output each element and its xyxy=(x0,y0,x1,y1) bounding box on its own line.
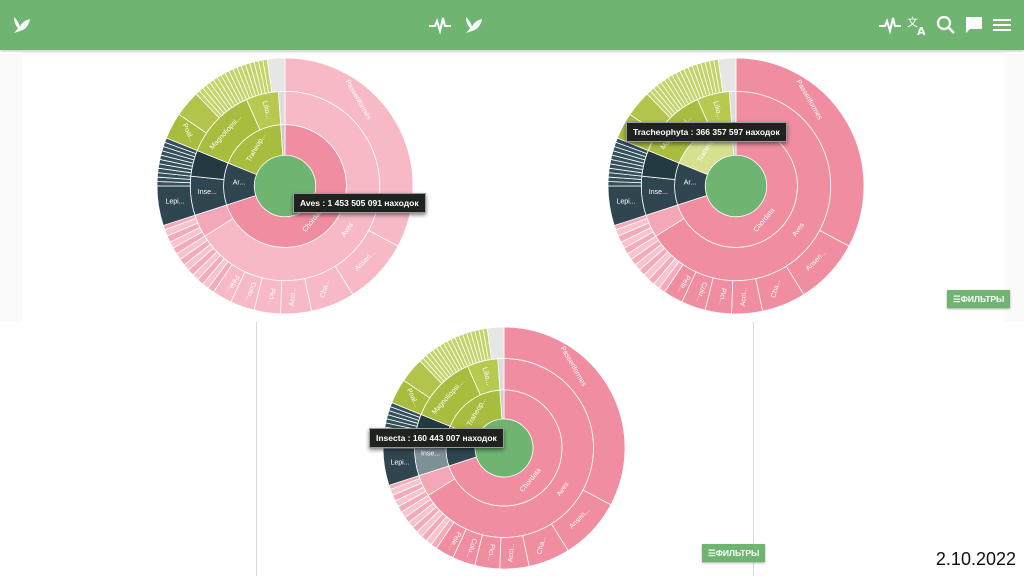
pulse-icon[interactable] xyxy=(428,13,452,37)
segment-label-arthropoda: Ar... xyxy=(233,179,246,186)
sunburst-center[interactable] xyxy=(705,155,767,217)
tooltip-aves: Aves : 1 453 505 091 находок xyxy=(293,193,426,213)
date-stamp: 2.10.2022 xyxy=(935,549,1016,569)
segment-label-accipitriformes: Acci... xyxy=(507,543,516,563)
sunburst-svg[interactable]: PasseriformesAnseri...Cha...Acci...Pici.… xyxy=(607,57,865,315)
segment-label-liliopsida: Lilio... xyxy=(260,100,272,120)
sunburst-chart-insecta[interactable]: Passeriformes Anseri... Cha... Acci... Pici.… xyxy=(382,326,626,570)
segment-label-piciformes: Pici... xyxy=(486,543,495,561)
segment-label-piciformes: Pici... xyxy=(717,288,726,306)
filters-button[interactable]: ☰ФИЛЬТРЫ xyxy=(947,290,1011,308)
panel-edge xyxy=(0,52,22,322)
sunburst-svg[interactable]: PasseriformesAnseri...Cha...Acci...Pici.… xyxy=(156,57,414,315)
segment-label-charadriiformes: Cha... xyxy=(770,279,782,299)
segment-label-insecta: Inse... xyxy=(198,189,217,196)
filters-button[interactable]: ☰ФИЛЬТРЫ xyxy=(702,544,766,562)
panel-edge xyxy=(1004,52,1024,322)
hamburger-menu-icon[interactable] xyxy=(990,13,1014,37)
comment-icon[interactable] xyxy=(962,13,986,37)
svg-text:A: A xyxy=(917,25,926,37)
segment-label-lepidoptera: Lepi... xyxy=(390,459,409,466)
segment-label-accipitriformes: Acci... xyxy=(289,287,298,307)
segment-label-charadriiformes: Cha... xyxy=(319,279,331,299)
sunburst-chart-tracheophyta[interactable]: Passeriformes Anseri... Cha... Acci... Pici.… xyxy=(607,57,865,315)
gbif-leaf-icon[interactable] xyxy=(462,13,486,37)
segment-label-charadriiformes: Cha... xyxy=(536,535,548,555)
ring-segment-other xyxy=(486,326,505,360)
tooltip-insecta: Insecta : 160 443 007 находок xyxy=(369,428,504,448)
segment-label-insecta: Inse... xyxy=(649,189,668,196)
svg-text:文: 文 xyxy=(907,15,918,29)
search-icon[interactable] xyxy=(934,13,958,37)
segment-label-lepidoptera: Lepi... xyxy=(165,198,184,205)
gbif-leaf-icon[interactable] xyxy=(10,13,34,37)
segment-label-accipitriformes: Acci... xyxy=(740,287,749,307)
ring-segment-other xyxy=(717,57,737,93)
tooltip-tracheophyta: Tracheophyta : 366 357 597 находок xyxy=(626,122,787,142)
segment-label-liliopsida: Lilio... xyxy=(481,367,493,387)
segment-label-arthropoda: Ar... xyxy=(684,179,697,186)
sunburst-chart-aves[interactable]: Passeriformes Anseri... Cha... Acci... Pici.… xyxy=(156,57,414,315)
segment-label-insecta: Inse... xyxy=(421,451,440,458)
segment-label-lepidoptera: Lepi... xyxy=(616,198,635,205)
segment-label-liliopsida: Lilio... xyxy=(711,100,723,120)
ring-segment-other xyxy=(266,57,286,93)
sunburst-svg[interactable]: PasseriformesAnseri...Cha...Acci...Pici.… xyxy=(382,326,626,570)
segment-label-piciformes: Pici... xyxy=(266,288,275,306)
pulse-icon[interactable] xyxy=(878,13,902,37)
